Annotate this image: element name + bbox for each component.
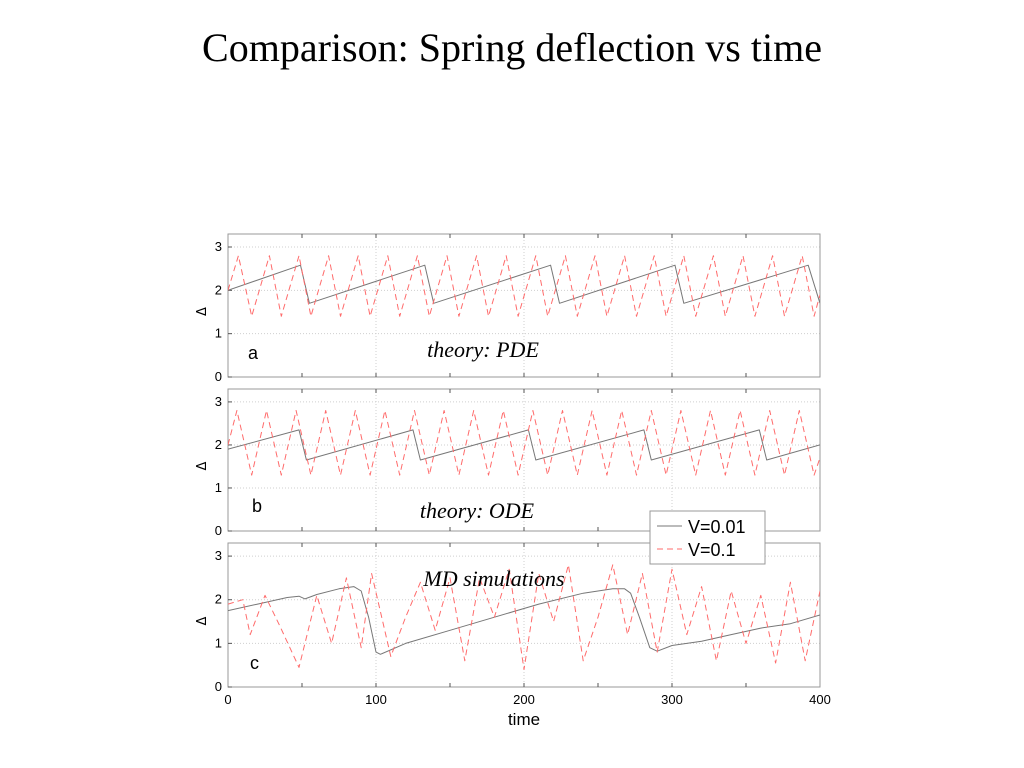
series-line-v001 (228, 264, 820, 304)
x-axis: 0 100 200 300 400 time (224, 692, 830, 729)
chart-panel-b: 0 1 2 3 Δb theory: ODE (195, 388, 821, 538)
series-line-v001 (228, 429, 820, 461)
x-tick-label: 300 (661, 692, 683, 707)
y-axis-label: Δ (195, 616, 210, 625)
y-tick-label: 3 (215, 548, 222, 563)
y-tick-label: 2 (215, 437, 222, 452)
series-line-v01 (228, 564, 820, 670)
series-line-v01 (228, 410, 820, 476)
panel-annotation: theory: PDE (427, 337, 539, 362)
y-tick-label: 2 (215, 592, 222, 607)
legend-label: V=0.01 (688, 517, 746, 537)
x-tick-label: 200 (513, 692, 535, 707)
series-line-v001 (228, 586, 820, 655)
y-tick-label: 3 (215, 239, 222, 254)
y-tick-label: 0 (215, 679, 222, 694)
y-tick-label: 1 (215, 635, 222, 650)
panel-letter: b (252, 496, 262, 516)
legend-box (649, 510, 766, 565)
y-tick-label: 1 (215, 480, 222, 495)
y-tick-label: 0 (215, 523, 222, 538)
legend: V=0.01 V=0.1 (649, 510, 766, 565)
x-tick-label: 0 (224, 692, 231, 707)
y-axis-label: Δ (195, 461, 210, 470)
y-axis-label: Δ (195, 307, 210, 316)
chart-panels: 0 1 2 3 Δa theory: PDE 0 1 2 3 Δb theory: ODE 0 1 2 3 Δc… (195, 233, 821, 694)
x-tick-label: 100 (365, 692, 387, 707)
x-tick-label: 400 (809, 692, 831, 707)
y-tick-label: 2 (215, 282, 222, 297)
y-tick-label: 0 (215, 369, 222, 384)
panel-annotation: theory: ODE (420, 498, 535, 523)
legend-label: V=0.1 (688, 540, 736, 560)
page-title: Comparison: Spring deflection vs time (202, 25, 822, 70)
panel-letter: a (248, 343, 259, 363)
series-line-v01 (228, 255, 820, 317)
chart-panel-a: 0 1 2 3 Δa theory: PDE (195, 233, 821, 384)
x-axis-label: time (508, 710, 540, 729)
panel-letter: c (250, 653, 259, 673)
panel-annotation: MD simulations (422, 566, 564, 591)
y-tick-label: 1 (215, 326, 222, 341)
chart-panel-c: 0 1 2 3 Δc MD simulations (195, 542, 821, 694)
y-tick-label: 3 (215, 394, 222, 409)
